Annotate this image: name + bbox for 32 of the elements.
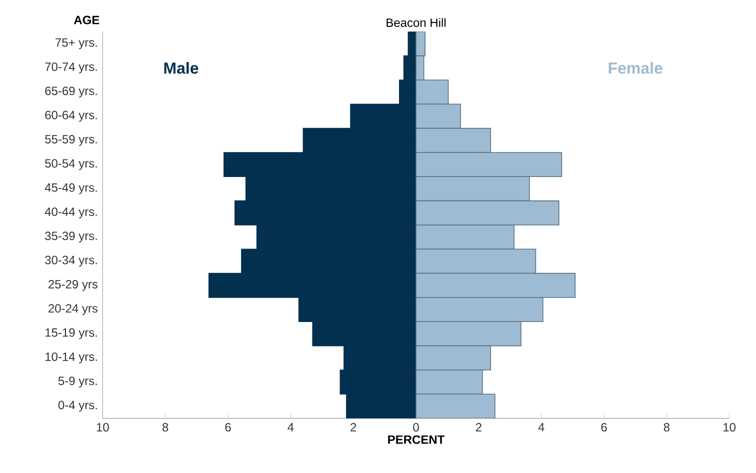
y-tick-label: 10-14 yrs. (46, 352, 97, 364)
text: Female (608, 62, 662, 74)
x-tick-label: 8 (664, 423, 670, 432)
y-tick-label: 50-54 yrs. (45, 159, 97, 170)
x-tick-label: 4 (288, 423, 294, 432)
y-tick-label: 35-39 yrs. (45, 232, 97, 243)
y-tick-label: 70-74 yrs. (45, 62, 97, 74)
y-tick-label: 20-24 yrs (48, 304, 98, 315)
y-tick-label: 40-44 yrs. (44, 207, 97, 218)
x-tick-label: 8 (162, 423, 168, 432)
x-tick-label: 0 (413, 423, 419, 432)
y-tick-label: 75+ yrs. (56, 38, 97, 50)
x-tick-label: 6 (225, 423, 231, 432)
y-tick-label: 15-19 yrs. (46, 328, 97, 340)
y-axis-title: AGE (74, 16, 100, 24)
x-tick-label: 2 (476, 423, 482, 432)
x-tick-label: 4 (538, 423, 544, 432)
y-tick-label: 25-29 yrs (48, 280, 98, 291)
y-tick-label: 30-34 yrs. (45, 256, 97, 267)
x-tick-label: 10 (724, 423, 736, 432)
y-tick-label: 5-9 yrs. (58, 376, 97, 388)
x-axis-title: PERCENT (388, 435, 445, 444)
text: Male (164, 62, 198, 74)
y-tick-label: 0-4 yrs. (58, 400, 97, 412)
x-tick-label: 6 (601, 423, 607, 432)
y-tick-label: 60-64 yrs. (45, 110, 97, 122)
x-tick-label: 10 (96, 423, 109, 432)
y-tick-label: 45-49 yrs. (44, 183, 97, 194)
chart-title: Beacon Hill (386, 18, 446, 27)
y-tick-label: 65-69 yrs. (45, 86, 97, 98)
y-tick-label: 55-59 yrs. (45, 134, 97, 146)
x-tick-label: 2 (350, 423, 356, 432)
